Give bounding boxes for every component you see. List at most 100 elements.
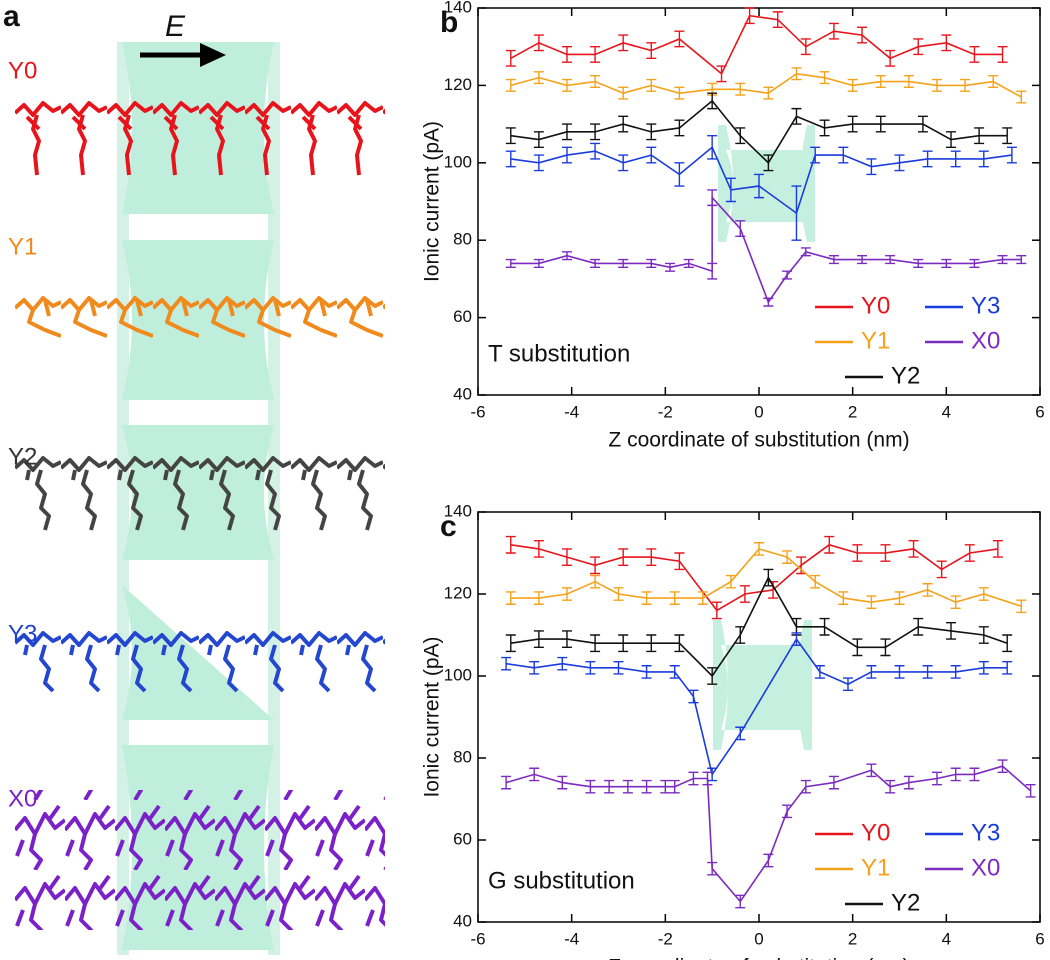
error-bar [917, 115, 928, 133]
error-bar [950, 767, 961, 782]
error-bar [561, 146, 572, 164]
error-bar [913, 38, 924, 56]
error-bar [646, 548, 657, 566]
error-bar [969, 258, 980, 268]
error-bar [800, 779, 811, 794]
inset-pore [718, 125, 815, 242]
error-bar [590, 123, 601, 141]
error-bar [978, 150, 989, 168]
error-bar [763, 297, 774, 307]
error-bar [847, 78, 858, 92]
error-bar [674, 30, 685, 48]
molecule-y3 [15, 625, 385, 705]
error-bar [561, 78, 572, 92]
molecule-y0 [15, 95, 385, 185]
error-bar [618, 34, 629, 52]
error-bar [688, 771, 699, 786]
error-bar [763, 568, 774, 587]
error-bar [842, 677, 853, 692]
annotation: T substitution [488, 340, 630, 367]
error-bar [590, 556, 601, 575]
error-bar [838, 146, 849, 164]
error-bar [819, 71, 830, 85]
x-tick-label: 6 [1035, 929, 1044, 948]
x-tick-label: -2 [658, 929, 673, 948]
error-bar [866, 158, 877, 176]
error-bar [1016, 90, 1027, 104]
error-bar [561, 46, 572, 63]
error-bar [763, 154, 774, 172]
error-bar [669, 591, 680, 605]
legend-label: Y2 [891, 889, 920, 916]
legend-label: Y3 [971, 292, 1000, 319]
error-bar [711, 601, 722, 620]
x-tick-label: 4 [942, 402, 951, 421]
molecule-label: Y3 [8, 620, 37, 647]
series-line [510, 543, 998, 612]
error-bar [866, 595, 877, 610]
molecule-y2 [15, 450, 385, 540]
y-tick-label: 140 [444, 501, 472, 520]
error-bar [533, 591, 544, 605]
error-bar [618, 115, 629, 133]
error-bar [800, 247, 811, 257]
error-bar [618, 258, 629, 268]
error-bar [590, 574, 601, 589]
inset-pore [713, 620, 812, 750]
error-bar [646, 146, 657, 164]
error-bar [988, 75, 999, 89]
error-bar [674, 162, 685, 187]
error-bar [646, 42, 657, 60]
legend-label: Y0 [861, 292, 890, 319]
y-tick-label: 80 [453, 747, 472, 766]
error-bar [529, 767, 540, 782]
x-tick-label: -4 [564, 929, 579, 948]
error-bar [763, 853, 774, 868]
error-bar [754, 173, 764, 199]
error-bar [992, 540, 1003, 558]
error-bar [739, 585, 750, 603]
error-bar [735, 626, 746, 644]
error-bar [697, 591, 708, 605]
y-tick-label: 60 [453, 829, 472, 848]
error-bar [913, 617, 924, 636]
legend-label: Y0 [861, 819, 890, 846]
error-bar [978, 587, 989, 601]
error-bar [974, 127, 985, 145]
error-bar [702, 771, 713, 786]
panel-label: c [440, 510, 457, 543]
error-bar [561, 587, 572, 601]
error-bar [1025, 783, 1036, 798]
error-bar [533, 258, 544, 268]
error-bar [810, 146, 821, 164]
series-line [510, 575, 1008, 678]
error-bar [646, 123, 657, 141]
error-bar [561, 630, 572, 648]
error-bar [618, 154, 629, 172]
error-bar [847, 115, 858, 133]
series-line [510, 72, 1022, 98]
error-bar [796, 556, 807, 575]
error-bar [978, 660, 989, 675]
error-bar [716, 65, 727, 83]
error-bar [674, 552, 685, 571]
error-bar [613, 660, 624, 675]
error-bar [880, 544, 891, 562]
error-bar [828, 254, 839, 265]
molecule-x0 [15, 790, 385, 930]
error-bar [950, 150, 961, 168]
error-bar [857, 26, 868, 44]
legend-label: Y2 [891, 362, 920, 389]
error-bar [941, 34, 952, 52]
error-bar [922, 583, 933, 597]
error-bar [791, 67, 802, 81]
error-bar [622, 779, 633, 794]
annotation: G substitution [488, 867, 635, 894]
error-bar [931, 771, 942, 786]
error-bar [505, 535, 516, 554]
error-bar [922, 150, 933, 168]
y-tick-label: 100 [444, 665, 472, 684]
error-bar [735, 726, 746, 741]
error-bar [585, 779, 596, 794]
